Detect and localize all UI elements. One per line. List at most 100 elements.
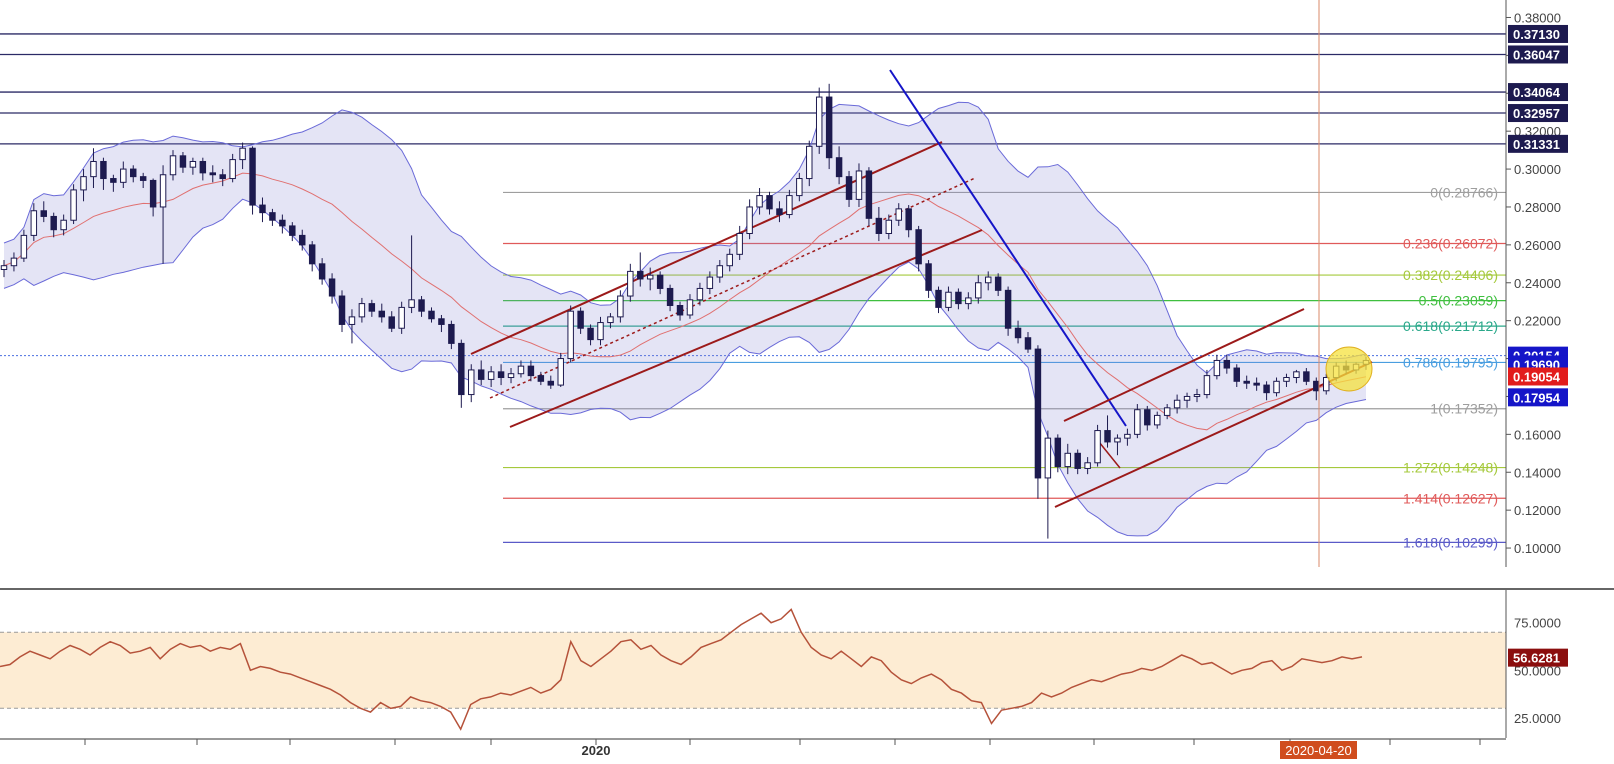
candle: [1014, 320, 1022, 344]
candle: [895, 203, 902, 226]
candle: [299, 229, 306, 251]
rsi-tick-label: 75.0000: [1514, 616, 1561, 631]
candle-body: [895, 208, 902, 221]
candle-body: [567, 310, 574, 360]
candle: [1173, 394, 1181, 414]
candle: [1114, 434, 1121, 456]
candle: [1094, 424, 1101, 467]
candle: [1104, 415, 1111, 448]
candle: [507, 368, 515, 384]
price-tag[interactable]: 0.37130: [1508, 24, 1568, 43]
candle: [50, 212, 57, 238]
chart-overlay: [1318, 0, 1373, 567]
rsi-value-tag[interactable]: 56.6281: [1508, 648, 1568, 667]
candle: [1183, 392, 1191, 408]
candle-body: [955, 291, 962, 305]
candle-body: [507, 373, 515, 379]
candle: [597, 316, 604, 346]
candle: [915, 225, 922, 272]
candle-body: [696, 287, 704, 301]
candle: [1144, 405, 1151, 431]
price-tick-label: 0.38000: [1514, 10, 1561, 25]
candle-body: [994, 276, 1002, 291]
candle-body: [1283, 377, 1290, 382]
candle: [0, 260, 8, 278]
candle-body: [706, 276, 714, 289]
candle: [994, 273, 1002, 297]
candle: [1213, 354, 1221, 380]
price-tag[interactable]: 0.17954: [1508, 388, 1568, 407]
candle: [338, 290, 346, 333]
candle-body: [448, 323, 455, 344]
candle: [646, 267, 654, 291]
candle-body: [1203, 375, 1211, 396]
candle: [279, 214, 286, 234]
bollinger-bands: [3, 101, 1367, 537]
candle: [666, 284, 674, 312]
candle: [637, 252, 644, 287]
candle: [825, 83, 833, 170]
candle-body: [746, 206, 753, 234]
candle: [1203, 369, 1211, 399]
candle-body: [0, 265, 8, 270]
candle: [806, 140, 813, 187]
candle-body: [60, 219, 67, 231]
candle-body: [458, 342, 465, 396]
price-tag[interactable]: 0.19054: [1508, 367, 1568, 386]
candle: [497, 364, 505, 386]
candle: [517, 360, 525, 378]
rsi-band: [0, 632, 1506, 709]
candle-body: [1233, 367, 1240, 382]
price-tag[interactable]: 0.36047: [1508, 45, 1568, 64]
candle-body: [607, 316, 614, 324]
price-tag[interactable]: 0.34064: [1508, 83, 1568, 102]
price-pane[interactable]: 0(0.28766) 0.236(0.26072) 0.382(0.24406) 0.…: [0, 0, 1506, 567]
candle-body: [1303, 371, 1310, 382]
price-tag[interactable]: 0.32957: [1508, 104, 1568, 123]
candle-body: [408, 299, 415, 308]
time-highlight-bg: [1280, 741, 1357, 759]
candle-body: [1084, 462, 1091, 469]
candle-body: [925, 263, 932, 291]
price-tag-label: 0.31331: [1513, 137, 1560, 152]
price-tick-label: 0.10000: [1514, 541, 1561, 556]
candle: [358, 297, 366, 323]
candle-body: [179, 155, 187, 168]
candle-body: [348, 316, 356, 325]
candle: [388, 311, 395, 333]
candle: [308, 241, 316, 272]
candle-body: [1054, 437, 1062, 468]
candle-body: [1014, 327, 1022, 339]
candle-body: [1064, 452, 1071, 468]
candle: [1193, 388, 1201, 403]
price-tick-label: 0.28000: [1514, 200, 1561, 215]
candle-body: [786, 195, 793, 216]
candle-body: [1104, 430, 1111, 443]
rsi-tick-label: 50.0000: [1514, 663, 1561, 678]
candle-body: [656, 274, 664, 289]
price-tag-bg: [1508, 104, 1568, 123]
candle: [1233, 364, 1240, 387]
candle: [607, 313, 614, 329]
candle-body: [845, 176, 853, 200]
price-tick-label: 0.12000: [1514, 503, 1561, 518]
candle: [1034, 345, 1042, 499]
candle-body: [885, 219, 893, 234]
price-tag-bg: [1508, 24, 1568, 43]
downtrend-line: [889, 69, 1127, 427]
candle: [935, 286, 942, 314]
candle: [537, 371, 545, 386]
candle: [249, 146, 256, 215]
candle-body: [1273, 380, 1280, 394]
rsi-tick-label: 25.0000: [1514, 711, 1561, 726]
time-highlight[interactable]: 2020-04-20: [1280, 741, 1357, 759]
candle-body: [169, 155, 177, 176]
rsi-pane[interactable]: 75.0000 50.0000 25.0000 56.6281: [0, 590, 1568, 738]
price-tick-label: 0.24000: [1514, 276, 1561, 291]
candle: [209, 165, 217, 183]
candle: [428, 307, 435, 323]
fib-label: 0.618(0.21712): [1403, 318, 1498, 334]
price-tag[interactable]: 0.31331: [1508, 134, 1568, 153]
candle-body: [1124, 433, 1131, 439]
